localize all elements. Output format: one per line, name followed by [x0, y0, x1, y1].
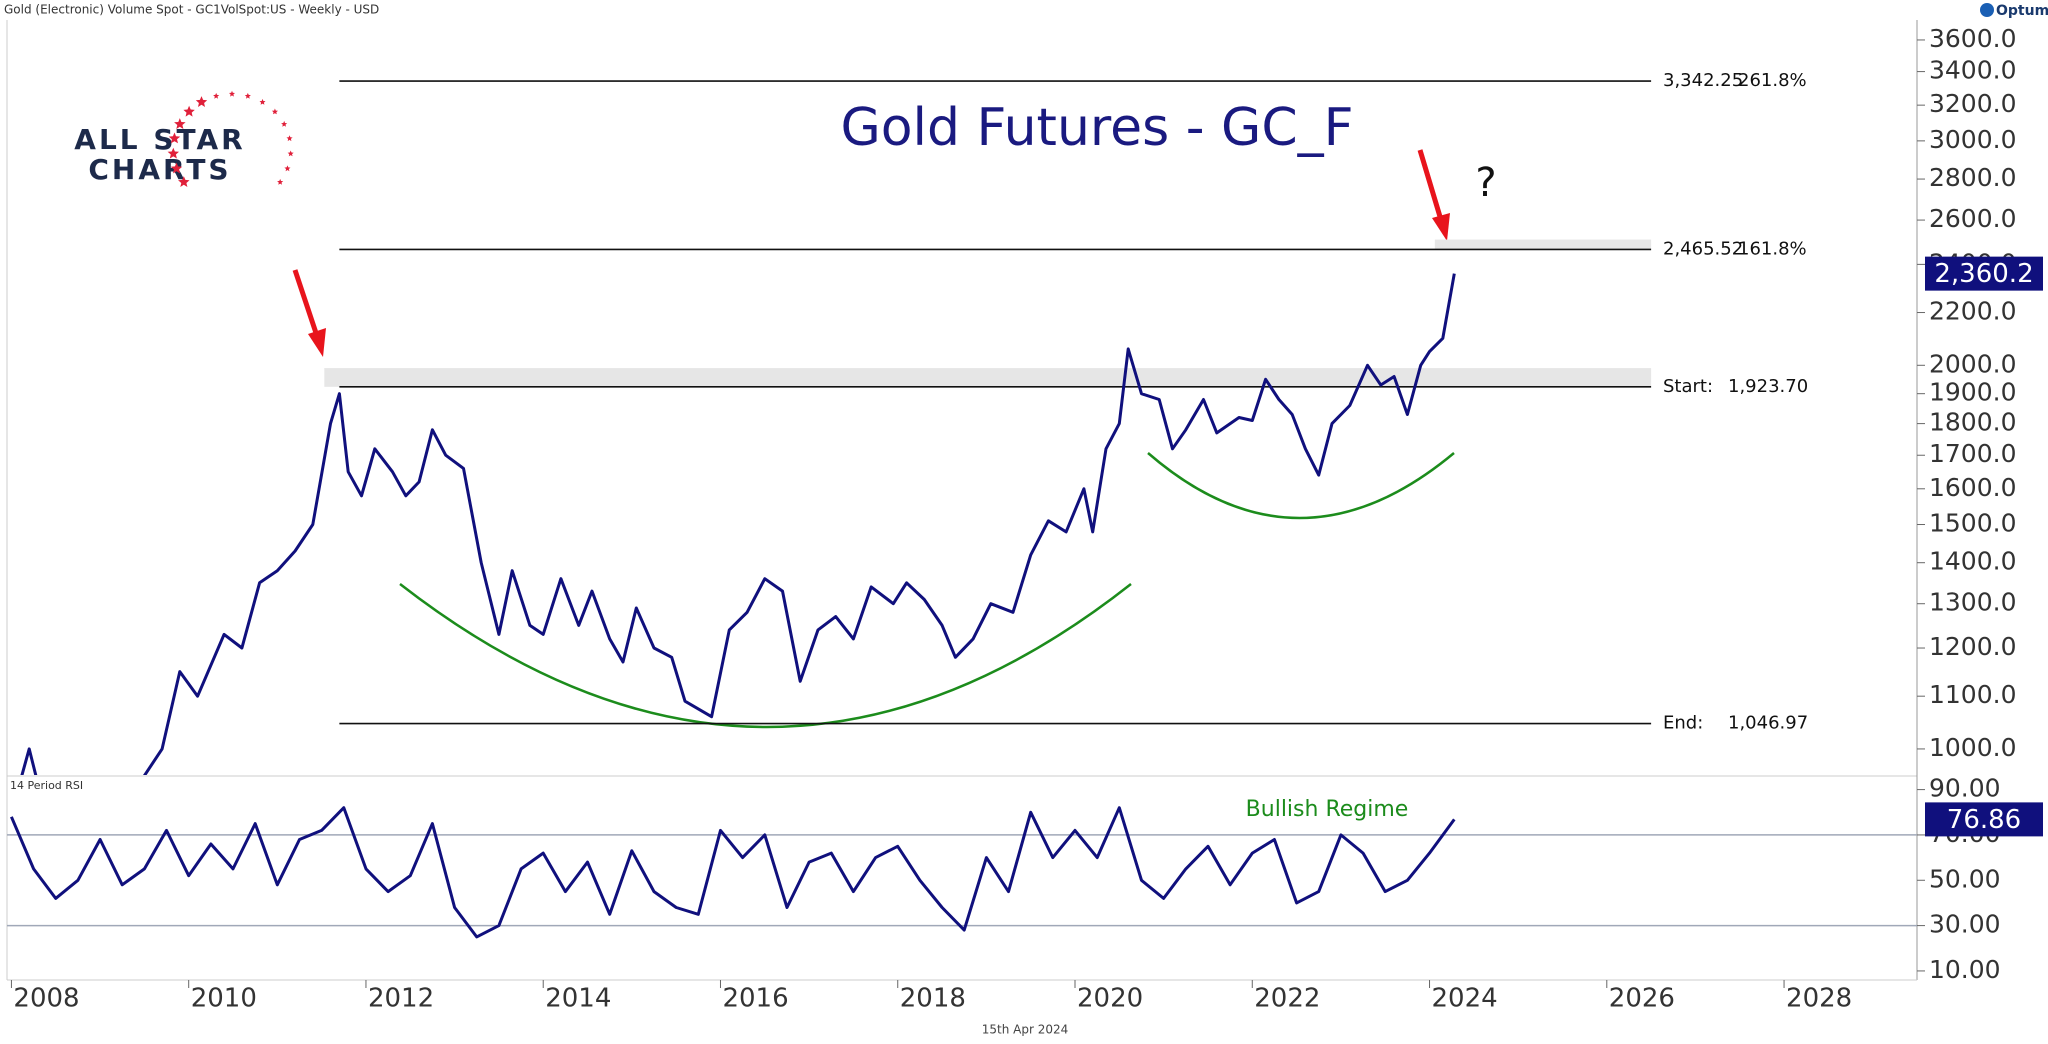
x-tick-label: 2022 [1254, 984, 1320, 1014]
logo-star [213, 92, 220, 99]
arrow-head [308, 328, 326, 357]
x-tick-label: 2016 [722, 984, 788, 1014]
y-tick-label: 50.00 [1929, 864, 2001, 893]
y-tick-label: 3400.0 [1929, 56, 2016, 85]
logo-star [277, 178, 284, 185]
date-label: 15th Apr 2024 [982, 1023, 1069, 1037]
logo-star [287, 150, 294, 157]
logo-star [174, 118, 186, 129]
logo-star [286, 135, 293, 142]
logo-star [259, 98, 266, 105]
last-value-label: 76.86 [1947, 805, 2021, 835]
level-prefix: End: [1663, 713, 1703, 734]
y-tick-label: 1100.0 [1929, 680, 2016, 709]
logo-star [229, 90, 235, 97]
x-tick-label: 2028 [1786, 984, 1852, 1014]
y-tick-label: 1400.0 [1929, 547, 2016, 576]
logo-star [168, 132, 181, 144]
x-tick-label: 2012 [368, 984, 434, 1014]
chart-title: Gold Futures - GC_F [840, 98, 1353, 158]
x-tick-label: 2024 [1432, 984, 1498, 1014]
y-tick-label: 3000.0 [1929, 125, 2016, 154]
arrow-shaft [292, 269, 320, 337]
arrow [292, 269, 326, 357]
annotation: Bullish Regime [1246, 797, 1409, 822]
logo-star [167, 147, 179, 159]
y-tick-label: 3200.0 [1929, 89, 2016, 118]
brand: Optuma [1996, 3, 2048, 19]
price-line [10, 806, 1456, 939]
x-tick-label: 2018 [900, 984, 966, 1014]
level-pct: 161.8% [1738, 238, 1807, 259]
brand-icon [1980, 3, 1994, 17]
logo-star [271, 108, 278, 115]
y-tick-label: 2000.0 [1929, 349, 2016, 378]
logo-star [183, 105, 195, 117]
y-tick-label: 90.00 [1929, 774, 2001, 803]
y-tick-label: 1200.0 [1929, 632, 2016, 661]
x-tick-label: 2010 [191, 984, 257, 1014]
x-tick-label: 2008 [13, 984, 79, 1014]
y-tick-label: 2800.0 [1929, 163, 2016, 192]
level-label: 1,923.70 [1728, 376, 1808, 397]
pattern-arc [399, 583, 1132, 729]
y-tick-label: 30.00 [1929, 910, 2001, 939]
arrow [1417, 149, 1450, 241]
y-tick-label: 1800.0 [1929, 408, 2016, 437]
logo-star [244, 92, 251, 99]
y-tick-label: 1600.0 [1929, 473, 2016, 502]
logo: ALL STAR CHARTS [74, 90, 294, 187]
x-tick-label: 2026 [1609, 984, 1675, 1014]
level-label: 2,465.52 [1663, 238, 1743, 259]
logo-star [195, 96, 208, 107]
header-title: Gold (Electronic) Volume Spot - GC1VolSp… [4, 3, 379, 17]
y-tick-label: 1500.0 [1929, 509, 2016, 538]
y-tick-label: 1900.0 [1929, 378, 2016, 407]
logo-star [170, 162, 183, 174]
logo-star [178, 176, 190, 187]
logo-text: ALL STAR [74, 123, 245, 156]
y-tick-label: 1000.0 [1929, 733, 2016, 762]
last-value-label: 2,360.2 [1934, 259, 2033, 289]
logo-text: CHARTS [88, 153, 231, 186]
arrow-head [1432, 213, 1450, 241]
y-tick-label: 2200.0 [1929, 297, 2016, 326]
level-label: 3,342.25 [1663, 70, 1743, 91]
arrow-shaft [1417, 149, 1444, 221]
level-pct: 261.8% [1738, 70, 1807, 91]
y-tick-label: 3600.0 [1929, 24, 2016, 53]
zone [1434, 239, 1652, 250]
level-prefix: Start: [1663, 376, 1713, 397]
last-value-box [1925, 802, 2043, 837]
x-tick-label: 2014 [545, 984, 611, 1014]
pattern-arc [1147, 452, 1455, 520]
level-label: 1,046.97 [1728, 713, 1808, 734]
zone [324, 368, 1652, 387]
panel-title: 14 Period RSI [10, 779, 83, 792]
y-tick-label: 1700.0 [1929, 439, 2016, 468]
y-tick-label: 2600.0 [1929, 204, 2016, 233]
x-tick-label: 2020 [1077, 984, 1143, 1014]
y-tick-label: 1300.0 [1929, 588, 2016, 617]
last-value-box [1925, 256, 2043, 291]
y-tick-label: 10.00 [1929, 955, 2001, 984]
logo-star [284, 165, 291, 172]
annotation: ? [1475, 160, 1496, 206]
price-line [20, 273, 1456, 775]
logo-star [281, 120, 288, 127]
